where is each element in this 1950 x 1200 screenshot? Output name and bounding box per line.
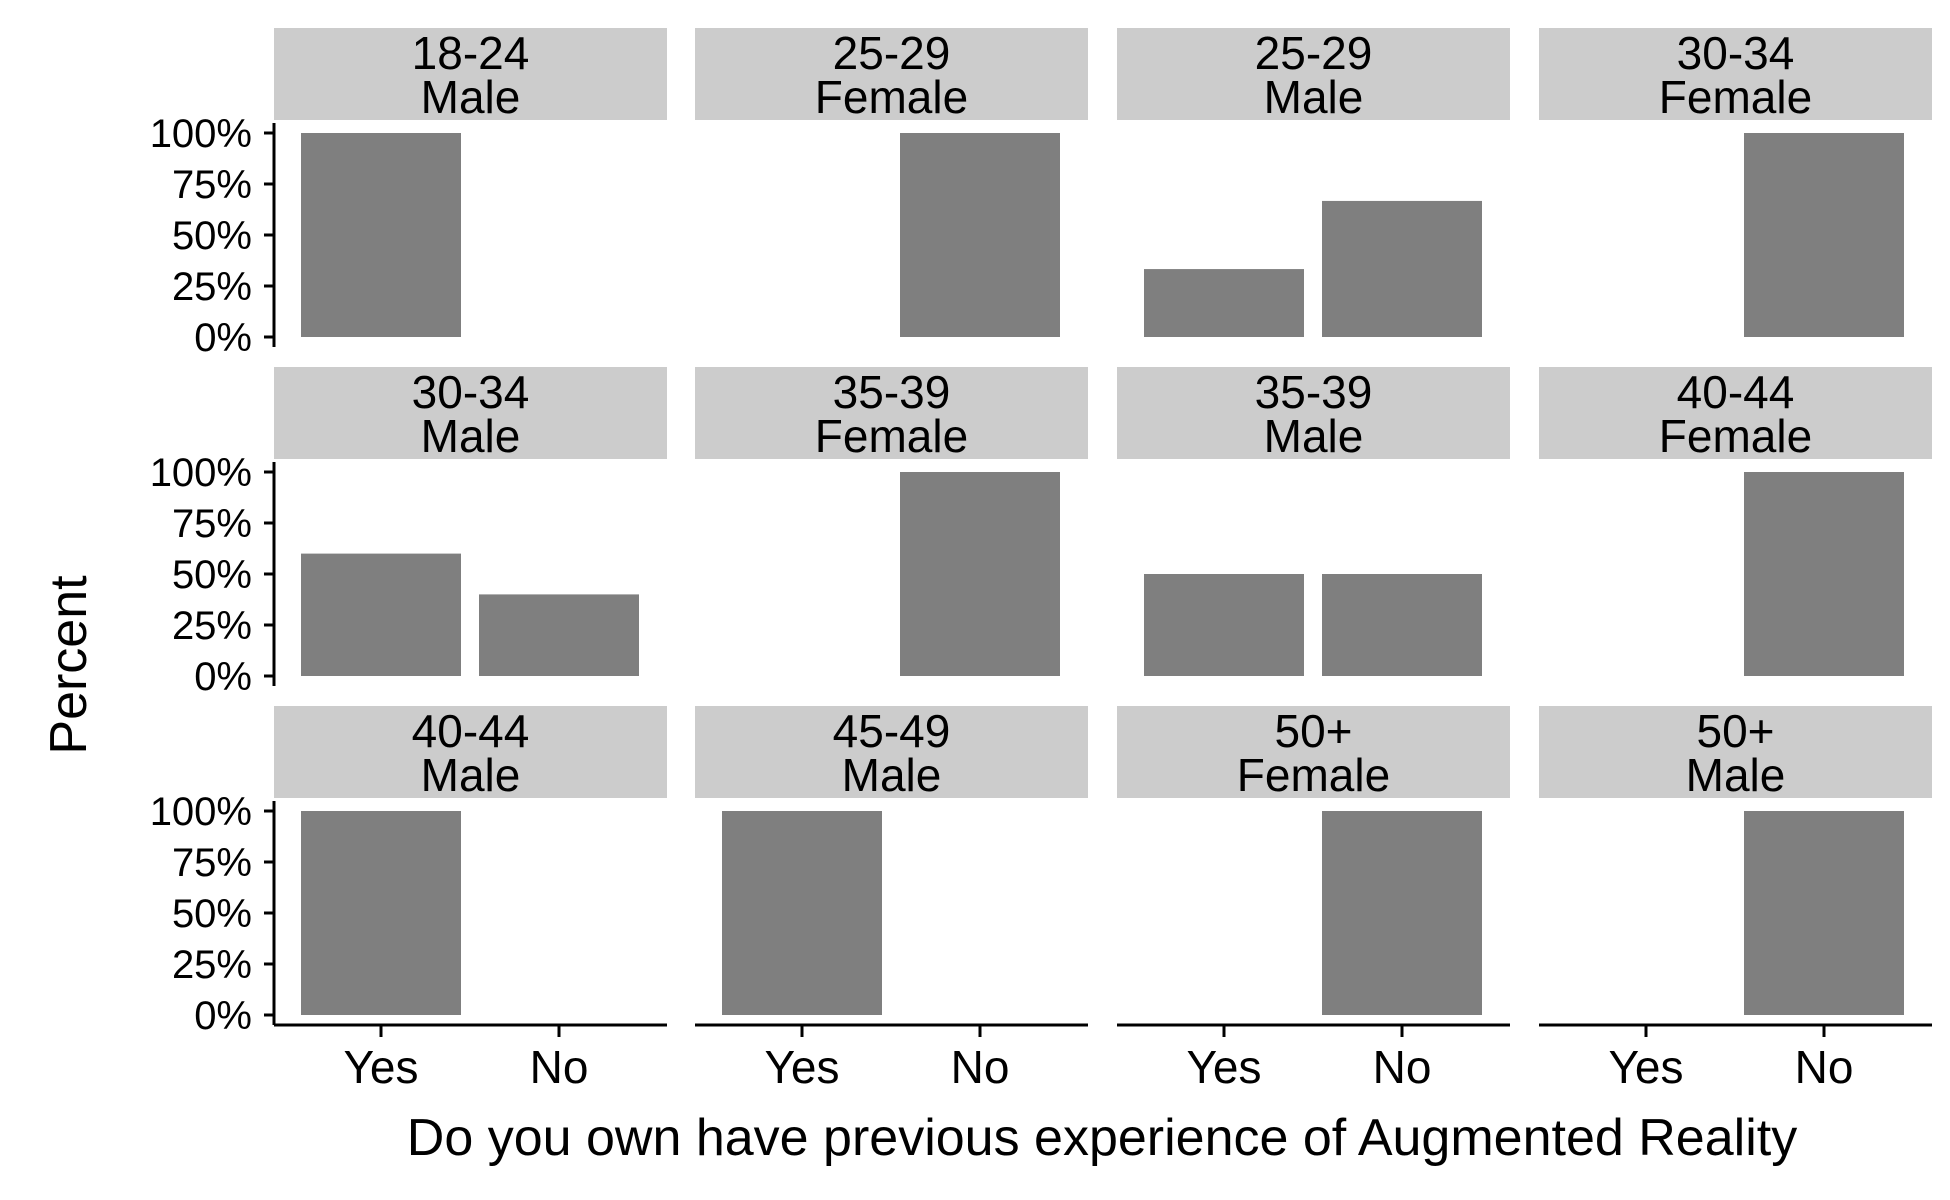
bar [1322,574,1482,676]
y-tick-label: 50% [172,553,252,597]
bar [1744,472,1904,676]
bar [1744,811,1904,1015]
facet-label-gender: Male [842,749,942,801]
bar [1322,811,1482,1015]
facet-label-gender: Male [421,410,521,462]
facet-label-age: 30-34 [412,366,530,418]
y-tick-label: 100% [150,112,252,156]
facet-label-age: 40-44 [412,705,530,757]
facet-strip [695,28,1088,120]
facet-strip [1539,28,1932,120]
facet-panel: 50+Male Yes No [1539,705,1932,1093]
y-tick-label: 25% [172,604,252,648]
bar [900,133,1060,337]
y-tick-label: 0% [194,655,252,699]
facet-strip [695,706,1088,798]
y-tick-label: 75% [172,163,252,207]
x-tick-label: No [1795,1041,1854,1093]
facet-label-gender: Male [421,749,521,801]
facet-label-age: 18-24 [412,27,530,79]
bar [1144,574,1304,676]
x-tick-label: No [530,1041,589,1093]
facet-label-gender: Male [1686,749,1786,801]
bar [900,472,1060,676]
x-tick-label: No [1373,1041,1432,1093]
y-tick-label: 75% [172,502,252,546]
y-tick-label: 75% [172,841,252,885]
facet-label-age: 30-34 [1677,27,1795,79]
facet-strip [274,706,667,798]
y-tick-label: 50% [172,214,252,258]
facet-label-gender: Male [1264,410,1364,462]
bar [301,133,461,337]
bar [301,811,461,1015]
x-tick-label: Yes [764,1041,839,1093]
x-tick-label: Yes [343,1041,418,1093]
bar [1322,200,1482,337]
facet-label-age: 25-29 [833,27,951,79]
y-tick-label: 100% [150,451,252,495]
facet-label-age: 50+ [1696,705,1774,757]
x-tick-label: Yes [1186,1041,1261,1093]
x-tick-label: Yes [1608,1041,1683,1093]
x-tick-label: No [951,1041,1010,1093]
facet-label-age: 40-44 [1677,366,1795,418]
facet-label-gender: Male [421,71,521,123]
y-axis-title: Percent [40,575,98,755]
facet-strip [1117,367,1510,459]
y-tick-label: 50% [172,892,252,936]
facet-label-gender: Female [1237,749,1390,801]
facet-label-gender: Female [1659,410,1812,462]
facet-strip [274,367,667,459]
bar [1144,269,1304,337]
facet-label-age: 50+ [1274,705,1352,757]
facet-strip [274,28,667,120]
facet-strip [1117,28,1510,120]
y-tick-label: 0% [194,994,252,1038]
y-tick-label: 25% [172,943,252,987]
x-axis-title: Do you own have previous experience of A… [407,1109,1797,1167]
facet-label-age: 35-39 [833,366,951,418]
facet-label-gender: Male [1264,71,1364,123]
facet-panels: 18-24Male0%25%50%75%100%25-29Female25-29… [150,27,1932,1093]
facet-label-gender: Female [1659,71,1812,123]
facet-label-age: 35-39 [1255,366,1373,418]
bar [1744,133,1904,337]
facet-label-age: 25-29 [1255,27,1373,79]
facet-strip [1117,706,1510,798]
y-tick-label: 25% [172,265,252,309]
facet-panel: 50+Female Yes No [1117,705,1510,1093]
facet-strip [1539,367,1932,459]
facet-label-gender: Female [815,410,968,462]
y-tick-label: 0% [194,316,252,360]
facet-strip [695,367,1088,459]
facet-strip [1539,706,1932,798]
bar [479,594,639,676]
facet-label-gender: Female [815,71,968,123]
y-tick-label: 100% [150,790,252,834]
bar [301,553,461,676]
facet-label-age: 45-49 [833,705,951,757]
bar [722,811,882,1015]
